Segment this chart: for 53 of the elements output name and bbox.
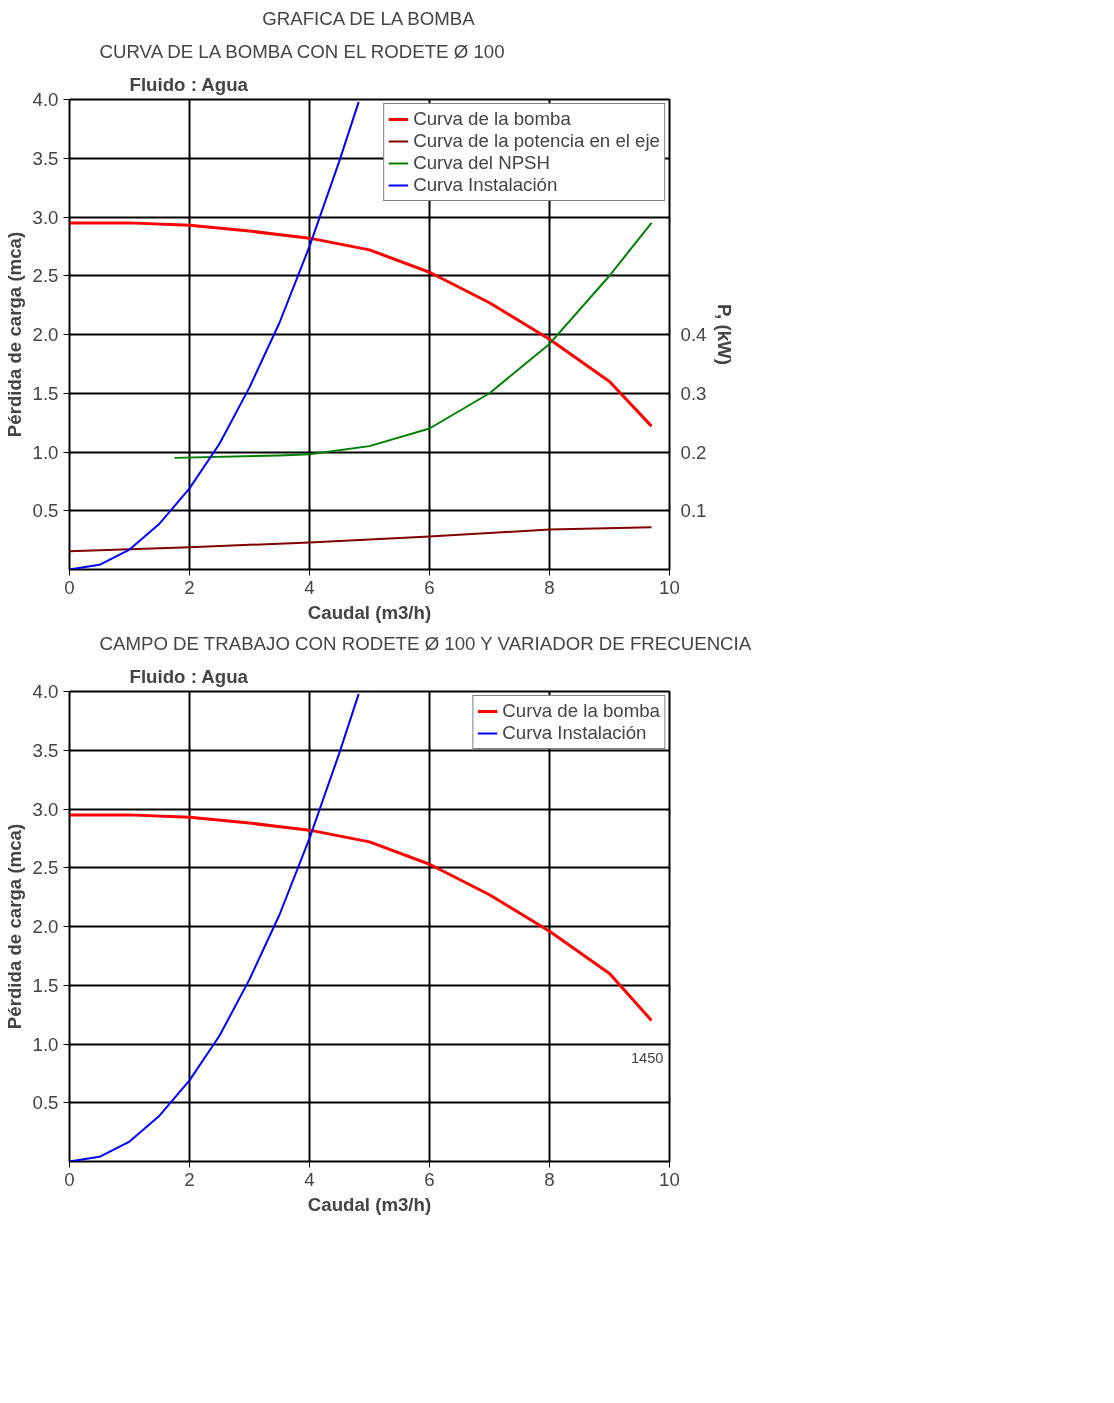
y-tick-label: 1.0 (32, 441, 59, 463)
y2-tick-label: 0.4 (680, 324, 707, 345)
y-axis-title: Pérdida de carga (mca) (3, 231, 25, 438)
y-tick-label: 3.0 (32, 206, 59, 228)
x-tick-label: 0 (64, 1168, 75, 1190)
x-tick-label: 10 (659, 576, 680, 598)
x-tick-label: 4 (304, 576, 315, 598)
chart-title: CURVA DE LA BOMBA CON EL RODETE Ø 100 (99, 40, 505, 62)
y-tick-label: 4.0 (32, 89, 59, 110)
x-tick-label: 6 (424, 1168, 435, 1190)
chart-title: CAMPO DE TRABAJO CON RODETE Ø 100 Y VARIADOR DE FRECUENCIA (99, 632, 752, 654)
y-tick-label: 2.0 (32, 916, 59, 937)
y-tick-label: 2.5 (32, 857, 59, 879)
y-tick-label: 3.5 (32, 147, 59, 169)
legend-label: Curva del NPSH (413, 152, 551, 174)
x-tick-label: 10 (659, 1168, 680, 1190)
y-tick-label: 0.5 (32, 1092, 59, 1114)
chart-subtitle: Fluido : Agua (129, 665, 249, 687)
line-series (69, 526, 653, 553)
x-axis-title: Caudal (m3/h) (307, 601, 432, 623)
legend-label: Curva Instalación (502, 722, 647, 744)
y2-tick-label: 0.1 (680, 500, 707, 522)
y-tick-label: 1.5 (32, 974, 59, 996)
legend-label: Curva Instalación (413, 174, 558, 196)
x-axis-title: Caudal (m3/h) (307, 1193, 432, 1215)
legend-label: Curva de la potencia en el eje (413, 130, 660, 152)
x-tick-label: 4 (304, 1168, 315, 1190)
y-tick-label: 2.0 (32, 324, 59, 345)
x-tick-label: 0 (64, 576, 75, 598)
y-tick-label: 2.5 (32, 265, 59, 287)
y2-tick-label: 0.2 (680, 441, 707, 463)
text: GRAFICA DE LA BOMBA (262, 7, 476, 29)
legend-label: Curva de la bomba (413, 108, 571, 130)
y-tick-label: 4.0 (32, 681, 59, 702)
y-tick-label: 1.0 (32, 1033, 59, 1055)
line-series (69, 221, 653, 428)
x-tick-label: 2 (184, 1168, 195, 1190)
y-tick-label: 3.0 (32, 798, 59, 820)
y-axis-title: Pérdida de carga (mca) (3, 823, 25, 1030)
y-tick-label: 3.5 (32, 739, 59, 761)
y-tick-label: 1.5 (32, 382, 59, 404)
legend-label: Curva de la bomba (502, 700, 660, 722)
x-tick-label: 6 (424, 576, 435, 598)
line-series (69, 813, 653, 1022)
y2-axis-title: P, (kW) (714, 304, 736, 365)
line-series (173, 221, 653, 459)
y-tick-label: 0.5 (32, 500, 59, 522)
chart-subtitle: Fluido : Agua (129, 73, 249, 95)
x-tick-label: 8 (544, 576, 555, 598)
y2-tick-label: 0.3 (680, 382, 707, 404)
x-tick-label: 8 (544, 1168, 555, 1190)
x-tick-label: 2 (184, 576, 195, 598)
annotation: 1450 (630, 1049, 664, 1066)
